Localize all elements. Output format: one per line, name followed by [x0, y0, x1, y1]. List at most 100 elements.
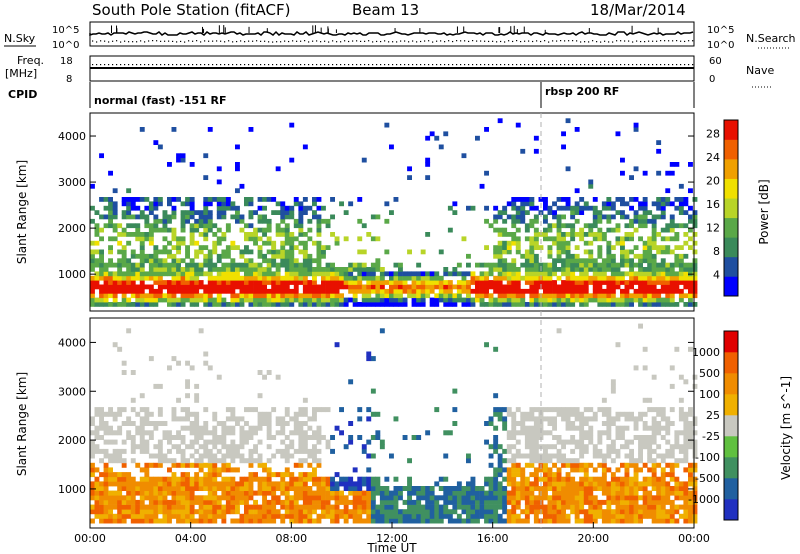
power-cell — [135, 288, 141, 294]
power-cell — [592, 218, 598, 224]
power-cell — [665, 249, 671, 255]
velocity-cell — [488, 504, 494, 510]
power-cell — [312, 280, 317, 285]
power-cell — [302, 297, 308, 303]
power-cell — [271, 275, 277, 281]
power-cell — [620, 170, 625, 176]
velocity-cell — [153, 453, 159, 459]
velocity-cell — [493, 476, 499, 482]
power-cell — [171, 214, 177, 220]
velocity-cell — [316, 425, 322, 431]
freq-point — [460, 64, 462, 66]
power-cell — [207, 275, 213, 281]
power-cell — [597, 267, 603, 272]
velocity-cell — [148, 481, 154, 487]
power-cell — [529, 253, 535, 259]
nsearch-point — [520, 40, 522, 43]
power-cell — [216, 275, 222, 281]
power-cell — [284, 210, 290, 215]
nsearch-point — [252, 40, 254, 42]
power-cell — [180, 218, 186, 224]
power-cell — [384, 271, 390, 277]
power-cell — [538, 297, 544, 303]
velocity-cell — [180, 499, 186, 505]
power-cell — [574, 262, 580, 268]
power-cell — [334, 293, 340, 299]
velocity-cell — [570, 486, 576, 491]
nsearch-point — [204, 40, 206, 42]
power-cell — [615, 284, 621, 290]
power-cell — [348, 271, 354, 277]
velocity-cell — [547, 518, 553, 524]
power-cell — [216, 210, 222, 215]
power-cell — [438, 275, 444, 281]
velocity-cell — [475, 486, 480, 491]
velocity-cell — [139, 481, 145, 487]
power-cell — [370, 302, 376, 307]
power-cell — [135, 302, 141, 307]
power-cell — [330, 284, 335, 290]
power-cell — [688, 162, 693, 167]
velocity-cell — [665, 416, 671, 422]
velocity-cell — [348, 379, 354, 385]
velocity-cell — [162, 476, 168, 482]
velocity-cell — [266, 370, 272, 375]
power-cell — [592, 271, 598, 277]
power-cell — [606, 214, 612, 220]
velocity-cell — [497, 513, 503, 519]
power-cell — [543, 271, 548, 277]
power-cell — [153, 271, 159, 277]
velocity-cell — [683, 490, 689, 496]
power-cell — [379, 275, 385, 281]
power-cell — [180, 201, 186, 207]
velocity-cell — [298, 435, 304, 440]
power-cell — [592, 297, 598, 303]
power-cell — [357, 249, 363, 255]
velocity-cell — [615, 495, 621, 501]
velocity-cell — [203, 499, 209, 505]
power-cell — [443, 284, 449, 290]
power-cell — [307, 280, 313, 285]
power-cell — [185, 293, 190, 299]
power-cell — [407, 284, 412, 290]
power-cell — [99, 249, 104, 255]
power-cell — [511, 205, 517, 211]
velocity-cell — [289, 439, 295, 445]
velocity-cell — [316, 435, 322, 440]
velocity-cell — [665, 499, 671, 505]
power-cell — [248, 302, 254, 307]
velocity-cell — [198, 499, 204, 505]
power-cell — [144, 297, 150, 303]
power-cell — [493, 245, 499, 250]
power-cell — [248, 293, 254, 299]
power-cell — [633, 122, 639, 128]
power-cell — [162, 271, 168, 277]
velocity-cell — [579, 435, 585, 440]
velocity-cell — [656, 481, 662, 487]
power-cell — [497, 275, 503, 281]
velocity-cell — [583, 435, 589, 440]
velocity-cell — [610, 421, 616, 426]
velocity-cell — [692, 453, 698, 459]
velocity-cell — [171, 458, 177, 464]
velocity-cell — [552, 513, 557, 519]
power-cell — [565, 201, 571, 207]
power-cell — [266, 280, 272, 285]
velocity-cell — [683, 518, 689, 524]
power-cell — [180, 280, 186, 285]
velocity-cell — [647, 448, 653, 454]
velocity-cell — [665, 448, 671, 454]
velocity-cell — [389, 453, 394, 459]
power-cell — [248, 297, 254, 303]
velocity-cell — [216, 499, 222, 505]
velocity-cell — [688, 481, 693, 487]
power-cell — [239, 284, 245, 290]
power-cell — [230, 297, 236, 303]
power-cell — [533, 240, 539, 246]
freq-point — [456, 64, 458, 66]
velocity-cell — [370, 499, 376, 505]
velocity-cell — [352, 486, 358, 491]
power-cell — [502, 218, 508, 224]
velocity-cell — [266, 458, 272, 464]
velocity-cell — [298, 486, 304, 491]
